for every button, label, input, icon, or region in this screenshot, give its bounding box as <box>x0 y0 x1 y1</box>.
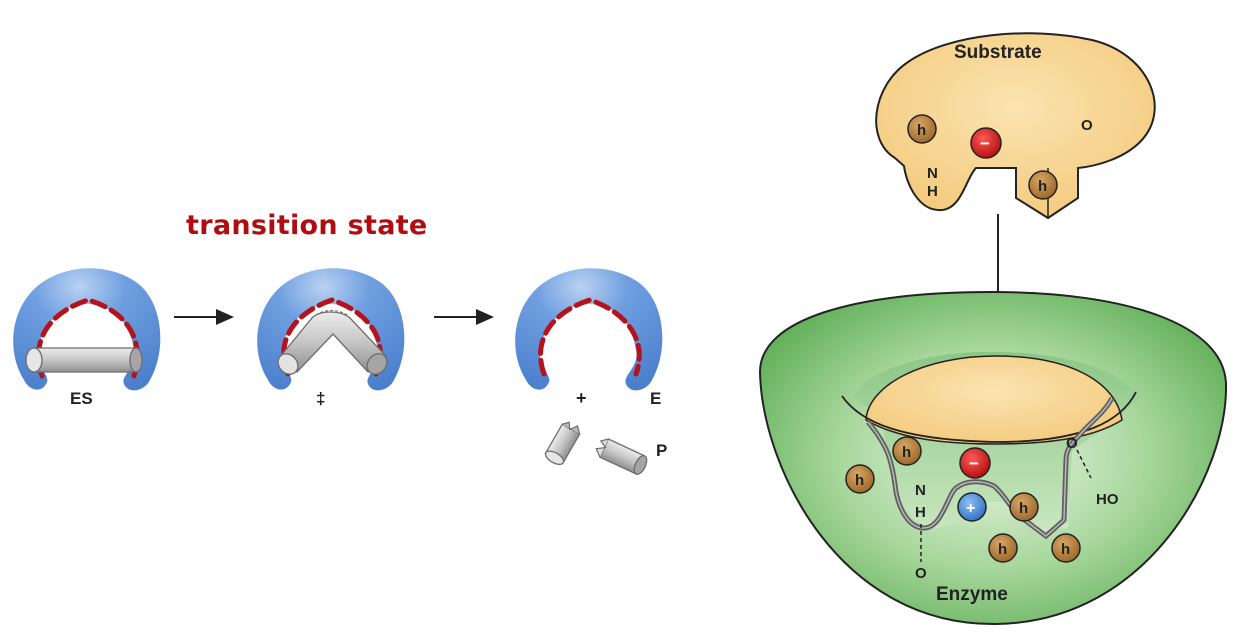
substrate-hydrophobic-group-1: h <box>907 114 937 144</box>
enzyme-positive-label: + <box>966 500 975 517</box>
enzyme-h-5-label: h <box>1061 541 1070 558</box>
enzyme-rim <box>841 391 1137 443</box>
es-enzyme-shell <box>13 268 161 391</box>
hydrogen-bond-2 <box>1076 449 1092 479</box>
enzyme-o-label-lower: O <box>915 565 927 582</box>
substrate-negative-label: − <box>980 134 990 153</box>
enzyme-hydrophobic-group-1: h <box>892 436 922 466</box>
free-enzyme <box>515 268 663 391</box>
ts-enzyme-shell <box>257 268 405 391</box>
enzyme-positive-charge: + <box>957 492 987 522</box>
substrate-h-1-label: h <box>917 122 926 139</box>
enzyme-h-4-label: h <box>998 541 1007 558</box>
product-fragment-2 <box>595 438 648 475</box>
enzyme-hydrophobic-group-5: h <box>1051 533 1081 563</box>
substrate-o-label: O <box>1081 117 1093 134</box>
enzyme-hydrophobic-group-4: h <box>988 533 1018 563</box>
substrate-hydrophobic-group-2: h <box>1028 170 1058 200</box>
enzyme-ho-label: HO <box>1096 491 1119 508</box>
free-enzyme-shell <box>515 268 663 391</box>
ts-complex <box>257 268 405 391</box>
product-label: P <box>656 441 667 460</box>
substrate-label: Substrate <box>954 42 1042 63</box>
es-substrate <box>25 347 143 373</box>
ts-double-dagger: ‡ <box>316 389 325 408</box>
es-complex <box>13 268 161 391</box>
substrate-body <box>875 32 1156 220</box>
substrate-h-atom-label: H <box>927 183 938 200</box>
enzyme-o-label-upper: O <box>1066 435 1078 452</box>
enzyme-n-label: N <box>915 482 926 499</box>
substrate-n-label: N <box>927 165 938 182</box>
es-label: ES <box>70 389 93 408</box>
enzyme-name-label: Enzyme <box>936 584 1008 605</box>
enzyme-molecule <box>758 290 1228 626</box>
product-fragment-1 <box>544 421 581 465</box>
free-enzyme-binding-site <box>538 297 642 377</box>
enzyme-hydrophobic-group-3: h <box>1009 492 1039 522</box>
substrate-in-pocket <box>865 355 1123 445</box>
enzyme-label: E <box>650 389 661 408</box>
substrate-h-2-label: h <box>1038 178 1047 195</box>
enzyme-h-1-label: h <box>902 444 911 461</box>
transition-state-title: transition state <box>186 210 428 241</box>
enzyme-h-atom-label: H <box>915 504 926 521</box>
enzyme-h-2-label: h <box>855 472 864 489</box>
plus-sign: + <box>576 388 587 408</box>
substrate-negative-charge: − <box>970 127 1002 159</box>
enzyme-h-3-label: h <box>1019 500 1028 517</box>
ts-binding-site <box>281 297 383 377</box>
enzyme-hydrophobic-group-2: h <box>845 464 875 494</box>
enzyme-negative-label: − <box>969 454 979 473</box>
es-binding-site <box>36 297 140 379</box>
enzyme-negative-charge: − <box>959 447 991 479</box>
